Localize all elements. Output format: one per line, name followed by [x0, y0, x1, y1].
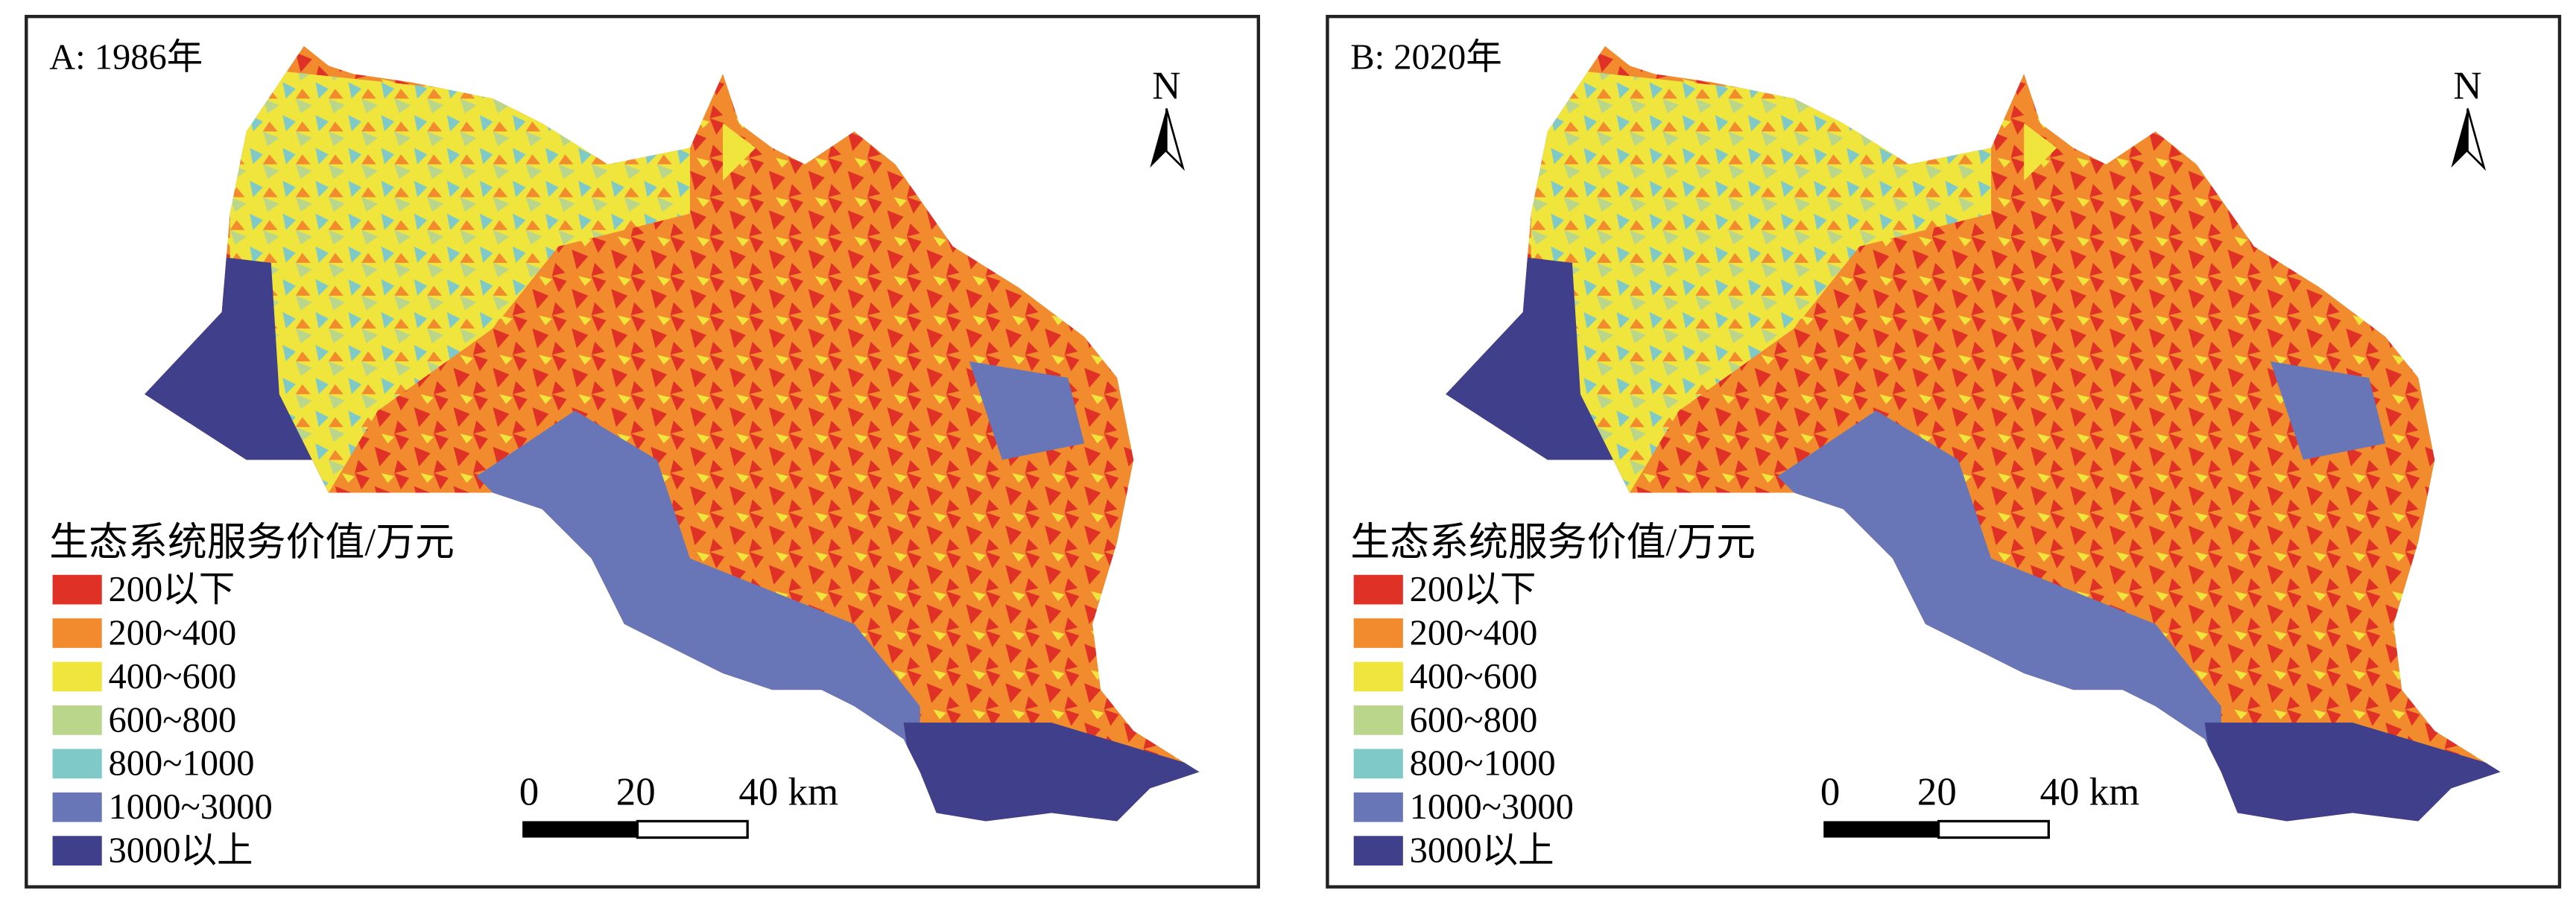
- scale-bar: [636, 819, 749, 839]
- panel-title: B: 2020年: [1350, 38, 1501, 77]
- legend-swatch: [52, 661, 102, 692]
- legend-label: 400~600: [1410, 657, 1538, 696]
- legend-label: 200以下: [109, 570, 235, 609]
- legend-swatch: [1353, 792, 1403, 822]
- legend-swatch: [1353, 705, 1403, 735]
- legend-swatch: [52, 705, 102, 735]
- legend-label: 3000以上: [109, 831, 253, 871]
- north-arrow: [1165, 108, 1186, 171]
- legend-label: 800~1000: [1410, 744, 1556, 784]
- scale-label: 40 km: [738, 770, 838, 813]
- scale-label: 20: [616, 770, 656, 813]
- map-panel: A: 1986年 N 生态系统服务价值/万元 200以下 200~400 400~600 6…: [25, 14, 1261, 889]
- panels: A: 1986年 N 生态系统服务价值/万元 200以下 200~400 400~600 6…: [25, 14, 2562, 889]
- legend-swatch: [1353, 618, 1403, 648]
- north-arrow: [2466, 108, 2487, 171]
- scale-bar: [522, 821, 638, 838]
- scale-label: 0: [519, 770, 539, 813]
- legend-label: 1000~3000: [1410, 787, 1574, 827]
- legend-swatch: [1353, 836, 1403, 866]
- legend-label: 200以下: [1410, 570, 1537, 609]
- legend-label: 400~600: [109, 657, 237, 696]
- north-label: N: [2453, 64, 2481, 107]
- scale-label: 0: [1820, 770, 1840, 813]
- legend-label: 600~800: [1410, 700, 1538, 740]
- legend-swatch: [1353, 749, 1403, 779]
- legend-swatch: [52, 792, 102, 822]
- legend-label: 800~1000: [109, 744, 255, 784]
- scale-bar: [1823, 821, 1939, 838]
- legend-label: 3000以上: [1410, 831, 1554, 871]
- scale-bar: [1937, 819, 2050, 839]
- scale-label: 20: [1917, 770, 1957, 813]
- legend-label: 1000~3000: [109, 787, 273, 827]
- legend-swatch: [52, 749, 102, 779]
- legend-swatch: [52, 618, 102, 648]
- legend-label: 200~400: [109, 613, 237, 652]
- legend-swatch: [52, 836, 102, 866]
- legend-swatch: [52, 574, 102, 605]
- legend-swatch: [1353, 661, 1403, 692]
- legend-label: 600~800: [109, 700, 237, 740]
- scale-label: 40 km: [2040, 770, 2140, 813]
- north-label: N: [1152, 64, 1180, 107]
- map-panel: B: 2020年 N 生态系统服务价值/万元 200以下 200~400 400~600 6…: [1326, 14, 2562, 889]
- legend-title: 生态系统服务价值/万元: [1350, 521, 1756, 564]
- legend-label: 200~400: [1410, 613, 1538, 652]
- legend-title: 生态系统服务价值/万元: [49, 521, 455, 564]
- legend-swatch: [1353, 574, 1403, 605]
- panel-title: A: 1986年: [49, 38, 203, 77]
